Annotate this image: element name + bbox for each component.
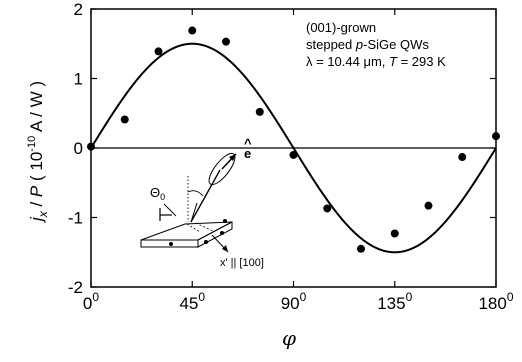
x-tick-label-sup: 0 xyxy=(92,290,99,304)
data-point xyxy=(155,47,163,55)
annotation-legend: (001)-grown stepped p-SiGe QWs λ = 10.44 μ… xyxy=(306,20,446,69)
legend-line: λ = 10.44 μm, T = 293 K xyxy=(306,54,446,69)
x-tick-label-base: 90 xyxy=(281,294,300,313)
legend-text: λ = 10.44 μm, xyxy=(306,54,389,69)
data-point xyxy=(87,143,95,151)
x-prime-label: x' || [100] xyxy=(220,257,264,269)
x-tick-label-base: 180 xyxy=(478,294,506,313)
contact-dot xyxy=(223,219,227,223)
data-point xyxy=(256,108,264,116)
inset-sketch: Θ0 e ^ x' || [100] xyxy=(141,136,264,269)
legend-text: = 293 K xyxy=(397,54,446,69)
x-tick-label: 900 xyxy=(281,290,307,313)
contact-dot xyxy=(220,231,224,235)
y-label-p: P xyxy=(27,185,46,197)
x-tick-label-base: 45 xyxy=(179,294,198,313)
angle-arc xyxy=(188,191,203,196)
contact-dot xyxy=(169,242,173,246)
theta-label: Θ0 xyxy=(150,185,165,202)
legend-text: (001)-grown xyxy=(306,20,376,35)
x-axis-label: φ xyxy=(282,326,296,350)
x-tick-label-sup: 0 xyxy=(406,290,413,304)
data-point xyxy=(425,202,433,210)
contact-dot xyxy=(204,240,208,244)
x-tick-label: 00 xyxy=(83,290,99,313)
theta-symbol: Θ xyxy=(150,185,160,200)
y-axis-label: jx / P ( 10-10 A / W ) xyxy=(26,81,50,223)
y-tick-label: -1 xyxy=(68,209,83,228)
y-tick-label: -2 xyxy=(68,278,83,297)
x-tick-label-sup: 0 xyxy=(198,290,205,304)
data-point xyxy=(222,38,230,46)
data-point xyxy=(357,245,365,253)
y-tick-label: 0 xyxy=(74,139,83,158)
data-point xyxy=(458,153,466,161)
data-point xyxy=(188,27,196,35)
data-point xyxy=(290,151,298,159)
y-tick-label: 1 xyxy=(74,70,83,89)
y-label-slash: / xyxy=(27,197,46,211)
legend-line: stepped p-SiGe QWs xyxy=(306,37,429,52)
data-point xyxy=(391,229,399,237)
x-tick-label-base: 0 xyxy=(83,294,92,313)
legend-text: -SiGe QWs xyxy=(363,37,429,52)
x-tick-labels: 00 450 900 1350 1800 xyxy=(83,290,514,313)
x-tick-label: 1350 xyxy=(377,290,412,313)
data-point xyxy=(121,116,129,124)
y-tick-labels: 2 1 0 -1 -2 xyxy=(68,0,83,297)
theta-leader xyxy=(164,204,176,216)
x-tick-label-base: 135 xyxy=(377,294,405,313)
e-hat: ^ xyxy=(244,136,252,151)
data-point xyxy=(492,132,500,140)
x-tick-label-sup: 0 xyxy=(300,290,307,304)
data-point xyxy=(323,204,331,212)
x-tick-label: 1800 xyxy=(478,290,513,313)
legend-text: p xyxy=(355,37,363,52)
y-label-open: ( 10 xyxy=(27,152,46,186)
incident-beam xyxy=(191,170,220,222)
theta-subscript: 0 xyxy=(160,192,165,202)
y-label-exp: -10 xyxy=(26,136,38,152)
y-label-unit: A / W ) xyxy=(27,81,46,136)
x-tick-label: 450 xyxy=(179,290,205,313)
legend-text: stepped xyxy=(306,37,356,52)
legend-line: (001)-grown xyxy=(306,20,376,35)
x-tick-label-sup: 0 xyxy=(507,290,514,304)
y-tick-label: 2 xyxy=(74,0,83,19)
